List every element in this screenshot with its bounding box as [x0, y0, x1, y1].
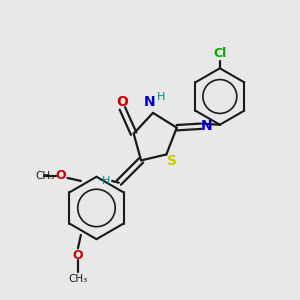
- Text: O: O: [73, 249, 83, 262]
- Text: CH₃: CH₃: [68, 274, 88, 284]
- Text: N: N: [201, 119, 212, 133]
- Text: Cl: Cl: [213, 47, 226, 61]
- Text: O: O: [116, 95, 128, 109]
- Text: H: H: [157, 92, 165, 102]
- Text: S: S: [167, 154, 177, 168]
- Text: CH₃: CH₃: [36, 172, 55, 182]
- Text: O: O: [56, 169, 66, 182]
- Text: N: N: [144, 94, 156, 109]
- Text: H: H: [102, 176, 110, 186]
